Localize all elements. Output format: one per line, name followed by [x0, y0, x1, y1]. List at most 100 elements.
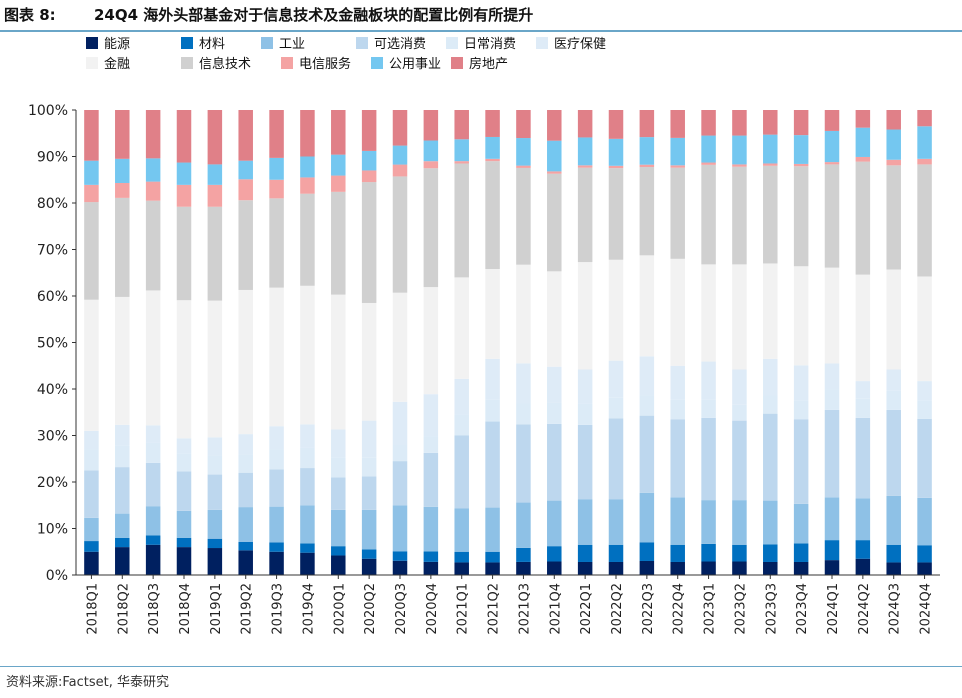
- y-tick-label: 20%: [37, 475, 68, 491]
- bar-segment: [793, 561, 809, 575]
- bar-segment: [886, 562, 901, 575]
- bar-segment: [115, 183, 130, 198]
- bar-segment: [701, 399, 716, 418]
- bar-segment: [361, 558, 377, 575]
- bar-segment: [176, 162, 192, 185]
- bar-segment: [670, 110, 685, 138]
- legend-label: 可选消费: [374, 37, 427, 52]
- bar-segment: [732, 404, 747, 421]
- bar-segment: [300, 285, 315, 425]
- report-header: 图表 8: 24Q4 海外头部基金对于信息技术及金融板块的配置比例有所提升: [0, 0, 962, 32]
- bar-segment: [701, 135, 716, 163]
- bar-segment: [485, 269, 500, 359]
- bar-segment: [855, 274, 871, 382]
- bar-segment: [639, 110, 655, 138]
- bar-segment: [392, 560, 408, 575]
- legend-item: 日常消费: [446, 36, 516, 54]
- bar-segment: [917, 164, 932, 277]
- bar-segment: [238, 550, 253, 575]
- bar-segment: [855, 417, 871, 499]
- bar-segment: [516, 165, 531, 168]
- bar-segment: [300, 424, 315, 448]
- legend-item: 工业: [261, 36, 305, 54]
- bar-segment: [763, 500, 778, 545]
- bar-segment: [423, 452, 439, 507]
- bar-segment: [547, 173, 562, 272]
- bar-segment: [886, 110, 901, 130]
- bar-segment: [115, 424, 130, 446]
- bar-segment: [207, 110, 223, 165]
- bar-segment: [701, 500, 716, 544]
- bar-segment: [238, 200, 253, 290]
- bar-segment: [917, 418, 932, 498]
- bar-segment: [886, 544, 901, 563]
- legend-label: 材料: [199, 37, 226, 52]
- bar-segment: [824, 540, 840, 561]
- bar-segment: [361, 457, 377, 477]
- bar-segment: [608, 418, 624, 500]
- bar-segment: [577, 424, 593, 500]
- legend-label: 房地产: [469, 57, 509, 72]
- x-tick-label: 2020Q4: [425, 583, 440, 635]
- bar-segment: [608, 138, 624, 166]
- bar-segment: [732, 264, 747, 370]
- x-tick-label: 2022Q3: [641, 583, 656, 635]
- bar-segment: [485, 562, 500, 575]
- legend-item: 房地产: [451, 56, 508, 74]
- x-tick-label: 2018Q3: [147, 583, 162, 635]
- y-tick-label: 70%: [37, 243, 68, 259]
- bar-segment: [793, 110, 809, 136]
- bar-segment: [454, 161, 469, 164]
- bar-segment: [608, 168, 624, 260]
- bar-segment: [670, 561, 685, 575]
- bar-segment: [269, 449, 284, 470]
- bar-segment: [361, 509, 377, 550]
- bar-segment: [608, 397, 624, 419]
- legend-swatch: [181, 57, 193, 69]
- bar-segment: [423, 168, 439, 288]
- bar-segment: [176, 300, 192, 439]
- y-tick-label: 10%: [37, 522, 68, 538]
- source-note: 资料来源:Factset, 华泰研究: [6, 675, 170, 690]
- bar-segment: [423, 551, 439, 562]
- bar-segment: [516, 138, 531, 166]
- bar-segment: [639, 560, 655, 575]
- bar-segment: [392, 145, 408, 165]
- bar-segment: [886, 269, 901, 370]
- bar-segment: [331, 191, 346, 295]
- bar-segment: [670, 497, 685, 545]
- bar-segment: [855, 156, 871, 162]
- bar-segment: [577, 165, 593, 168]
- bar-segment: [608, 499, 624, 545]
- bar-segment: [577, 403, 593, 425]
- bar-segment: [84, 110, 99, 161]
- bar-segment: [145, 544, 161, 575]
- bar-segment: [485, 507, 500, 552]
- y-tick-label: 50%: [37, 336, 68, 352]
- bar-segment: [701, 561, 716, 575]
- bar-segment: [516, 502, 531, 548]
- bar-segment: [577, 544, 593, 562]
- y-tick-label: 40%: [37, 382, 68, 398]
- bar-segment: [84, 541, 99, 552]
- bar-segment: [423, 287, 439, 395]
- bar-segment: [207, 538, 223, 549]
- bar-segment: [207, 509, 223, 539]
- bar-segment: [763, 561, 778, 575]
- bar-segment: [824, 110, 840, 131]
- bar-segment: [824, 497, 840, 541]
- bar-segment: [115, 296, 130, 425]
- bar-segment: [269, 198, 284, 288]
- bar-segment: [84, 517, 99, 542]
- bar-segment: [145, 462, 161, 507]
- bar-segment: [238, 179, 253, 201]
- bar-segment: [392, 505, 408, 552]
- bar-segment: [732, 420, 747, 501]
- y-tick-label: 90%: [37, 150, 68, 166]
- bar-segment: [331, 294, 346, 430]
- bar-segment: [793, 163, 809, 167]
- x-tick-label: 2024Q2: [857, 583, 872, 635]
- bar-segment: [115, 197, 130, 297]
- legend-label: 工业: [279, 37, 306, 52]
- bar-segment: [145, 200, 161, 291]
